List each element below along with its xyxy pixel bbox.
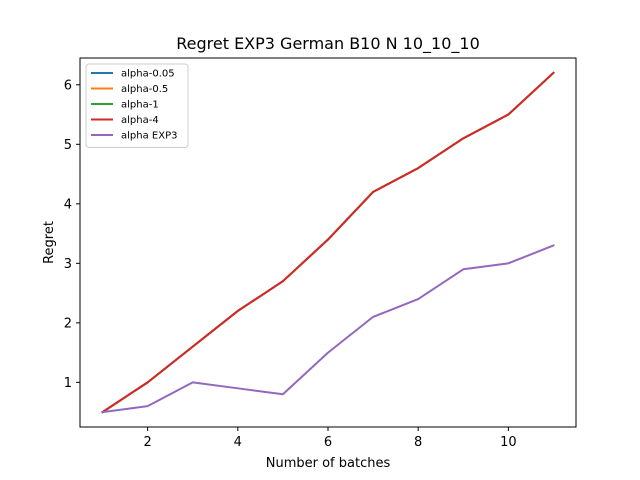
y-tick-label-5: 6 (64, 78, 72, 93)
legend: alpha-0.05 alpha-0.5 alpha-1 alpha-4 alpha E… (85, 63, 189, 148)
x-tick-label-1: 4 (234, 435, 242, 450)
legend-label-0: alpha-0.05 (121, 69, 175, 80)
y-tick-label-0: 1 (64, 376, 72, 391)
y-tick-label-3: 4 (64, 197, 72, 212)
y-tick-label-1: 2 (64, 316, 72, 331)
legend-label-1: alpha-0.5 (121, 84, 168, 95)
legend-label-3: alpha-4 (121, 115, 159, 126)
y-tick-label-4: 5 (64, 138, 72, 153)
legend-label-4: alpha EXP3 (121, 131, 177, 142)
x-tick-label-4: 10 (500, 435, 517, 450)
chart-title: Regret EXP3 German B10 N 10_10_10 (176, 34, 480, 54)
x-axis-title: Number of batches (266, 456, 391, 471)
legend-box (85, 63, 189, 148)
series-line-4 (101, 244, 555, 414)
series-line-3 (101, 71, 555, 414)
y-axis-title: Regret (42, 221, 57, 264)
y-tick-label-2: 3 (64, 257, 72, 272)
legend-label-2: alpha-1 (121, 100, 159, 111)
plot-area (101, 71, 555, 414)
x-tick-label-2: 6 (324, 435, 332, 450)
x-tick-label-3: 8 (414, 435, 422, 450)
x-tick-label-0: 2 (143, 435, 151, 450)
